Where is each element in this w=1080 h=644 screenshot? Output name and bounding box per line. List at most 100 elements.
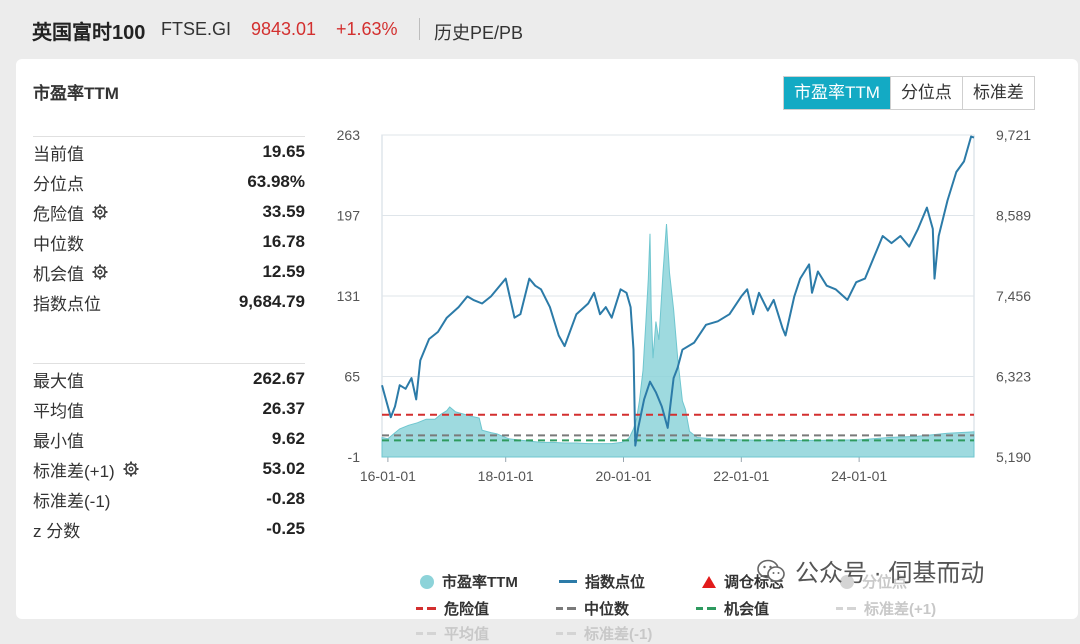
metric-tabs: 市盈率TTM 分位点 标准差	[783, 76, 1035, 110]
right-tick-label: 5,190	[996, 449, 1031, 465]
stat-row: 标准差(+1) 53.02	[33, 454, 305, 484]
legend-pe-label: 市盈率TTM	[442, 574, 518, 591]
header-bar: 英国富时100 FTSE.GI 9843.01 +1.63% 历史PE/PB	[0, 0, 1080, 58]
left-tick-label: 131	[337, 288, 361, 304]
legend-median-label: 中位数	[584, 601, 630, 618]
stat-row: 分位点 63.98%	[33, 167, 305, 197]
legend-index[interactable]: 指数点位	[559, 571, 645, 592]
legend-danger[interactable]: 危险值	[416, 598, 489, 619]
tab-pe-ttm[interactable]: 市盈率TTM	[784, 77, 890, 109]
legend-opportunity-label: 机会值	[724, 601, 770, 618]
legend-median[interactable]: 中位数	[556, 598, 629, 619]
stat-row: 机会值 12.59	[33, 257, 305, 287]
legend-std-minus-label: 标准差(-1)	[584, 626, 653, 643]
pe-ttm-area	[381, 223, 975, 458]
legend-percentile-label: 分位点	[862, 574, 908, 591]
legend-std-plus-label: 标准差(+1)	[864, 601, 937, 618]
left-tick-label: 263	[337, 127, 361, 143]
left-tick-label: 65	[344, 369, 360, 385]
stat-label: z 分数	[33, 521, 81, 541]
stat-value: 26.37	[262, 399, 305, 418]
stat-value: 63.98%	[247, 172, 305, 191]
left-tick-label: 197	[337, 208, 361, 224]
right-tick-label: 7,456	[996, 288, 1031, 304]
legend-std-minus-swatch	[556, 632, 576, 635]
stat-row: 中位数 16.78	[33, 227, 305, 257]
stat-row: 标准差(-1) -0.28	[33, 484, 305, 514]
watermark: 公众号 · 伺基而动	[757, 553, 984, 588]
triangle-icon	[702, 575, 716, 588]
legend-pe[interactable]: 市盈率TTM	[420, 571, 518, 592]
stat-row: 当前值 19.65	[33, 137, 305, 167]
pe-chart[interactable]: 263 9,721 197 8,589 131 7,456 65 6,323 -1 5,190 16…	[316, 119, 1076, 643]
legend-danger-swatch	[416, 607, 436, 610]
watermark-text: 公众号 · 伺基而动	[795, 560, 985, 587]
stat-label-wrap: 标准差(+1)	[33, 457, 139, 482]
stat-label: 危险值	[33, 204, 84, 224]
stat-value: 9.62	[271, 429, 305, 448]
index-price: 9843.01	[251, 19, 317, 39]
tab-percentile[interactable]: 分位点	[889, 77, 962, 109]
stat-label: 标准差(-1)	[33, 491, 111, 511]
legend-percentile-swatch	[840, 574, 854, 589]
history-pe-pb-link[interactable]: 历史PE/PB	[434, 23, 524, 43]
legend-mean-swatch	[416, 632, 436, 635]
index-code: FTSE.GI	[161, 19, 232, 39]
stat-value: 33.59	[262, 202, 305, 221]
stat-row: 最小值 9.62	[33, 424, 305, 454]
gear-icon[interactable]	[92, 204, 108, 220]
stat-label: 当前值	[33, 144, 84, 164]
chart-svg[interactable]: 263 9,721 197 8,589 131 7,456 65 6,323 -1 5,190 16…	[316, 119, 1076, 569]
panel-title: 市盈率TTM	[33, 84, 119, 103]
legend-std-plus[interactable]: 标准差(+1)	[836, 598, 936, 619]
gear-icon[interactable]	[123, 461, 139, 477]
index-points-line	[381, 135, 975, 447]
stat-row: 指数点位 9,684.79	[33, 287, 305, 317]
stat-row: z 分数 -0.25	[33, 514, 305, 544]
gear-icon[interactable]	[92, 264, 108, 280]
x-tick-label: 24-01-01	[831, 468, 887, 484]
right-tick-label: 8,589	[996, 208, 1031, 224]
legend-index-label: 指数点位	[585, 574, 646, 591]
index-change: +1.63%	[336, 19, 398, 39]
stat-value: -0.28	[266, 489, 305, 508]
tab-std-dev[interactable]: 标准差	[961, 77, 1034, 109]
stat-value: 262.67	[253, 369, 305, 388]
index-name: 英国富时100	[32, 22, 146, 44]
stat-label: 最大值	[33, 371, 84, 391]
legend-index-swatch	[559, 580, 577, 583]
legend-mean[interactable]: 平均值	[416, 623, 489, 644]
legend-std-plus-swatch	[836, 607, 856, 610]
x-tick-label: 18-01-01	[478, 468, 534, 484]
legend-opportunity[interactable]: 机会值	[696, 598, 769, 619]
stat-row: 平均值 26.37	[33, 394, 305, 424]
x-tick-label: 20-01-01	[595, 468, 651, 484]
valuation-panel: 市盈率TTM 市盈率TTM 分位点 标准差 当前值 19.65 分位点 63.98%…	[16, 59, 1078, 643]
stat-value: 9,684.79	[238, 292, 305, 311]
legend-opportunity-swatch	[696, 607, 716, 610]
stat-value: 12.59	[262, 262, 305, 281]
stat-label: 最小值	[33, 431, 84, 451]
stat-label: 中位数	[33, 234, 84, 254]
stats-current: 当前值 19.65 分位点 63.98% 危险值 33.59 中位数 16.78 机会值…	[33, 136, 305, 317]
stat-row: 最大值 262.67	[33, 364, 305, 394]
stat-label: 平均值	[33, 401, 84, 421]
legend-mean-label: 平均值	[444, 626, 490, 643]
stat-label: 机会值	[33, 264, 84, 284]
x-tick-label: 16-01-01	[360, 468, 416, 484]
stat-value: -0.25	[266, 519, 305, 538]
x-tick-label: 22-01-01	[713, 468, 769, 484]
stat-label: 分位点	[33, 174, 84, 194]
stat-value: 19.65	[262, 142, 305, 161]
legend-std-minus[interactable]: 标准差(-1)	[556, 623, 652, 644]
legend-pe-swatch	[420, 574, 434, 589]
right-tick-label: 6,323	[996, 369, 1031, 385]
legend-percentile[interactable]: 分位点	[840, 571, 907, 592]
stats-history: 最大值 262.67 平均值 26.37 最小值 9.62 标准差(+1) 53.02 …	[33, 363, 305, 544]
right-tick-label: 9,721	[996, 127, 1031, 143]
stat-label-wrap: 危险值	[33, 200, 108, 225]
legend-danger-label: 危险值	[444, 601, 490, 618]
header-divider	[419, 18, 420, 40]
stat-row: 危险值 33.59	[33, 197, 305, 227]
stat-label: 指数点位	[33, 294, 101, 314]
